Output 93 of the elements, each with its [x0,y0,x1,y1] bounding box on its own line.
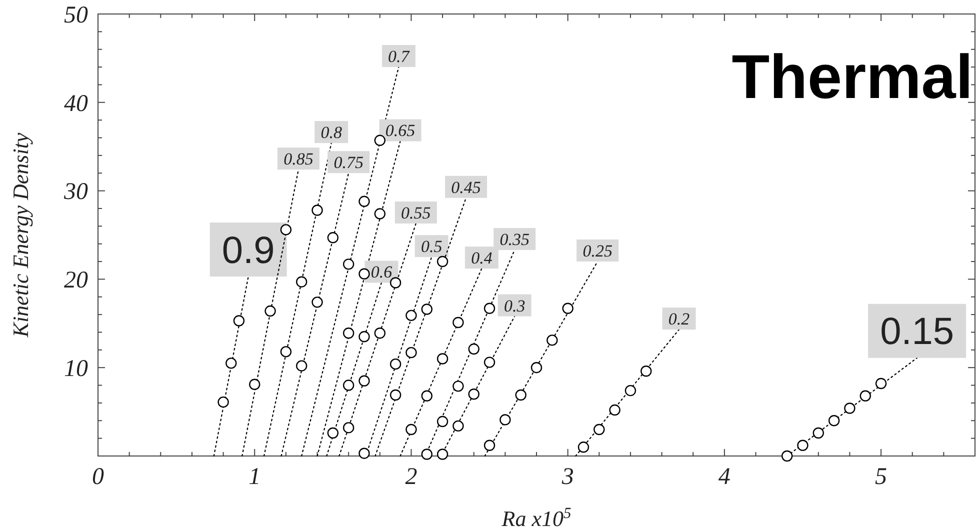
point [406,346,417,358]
x-axis-title: Ra x10$^{5}$ [500,504,572,530]
point [358,375,370,386]
point [875,378,887,390]
point [484,440,496,451]
point [530,362,542,374]
point [280,224,292,236]
point [844,402,856,414]
series-label: 0.35 [500,230,530,249]
point [436,416,448,428]
y-axis-title: Kinetic Energy Density [8,132,33,338]
point [390,389,402,401]
point [327,232,339,244]
series-label: 0.25 [582,241,612,260]
series-label: 0.3 [504,296,526,316]
y-tick-label: 10 [64,356,88,382]
series-label: 0.7 [388,46,411,66]
point [233,315,245,326]
point [546,334,558,346]
point [421,390,432,402]
point [342,380,354,391]
point [828,415,840,426]
x-tick-label: 5 [875,464,888,490]
point [624,384,636,396]
series-label: 0.9 [222,230,275,272]
point [452,380,464,392]
point [296,360,308,372]
point [406,310,417,322]
series-label: 0.15 [880,311,954,354]
point [374,134,386,146]
point [406,424,417,436]
point [390,358,402,370]
x-tick-label: 1 [248,464,261,490]
point [358,196,370,208]
point [812,427,824,439]
x-tick-label: 4 [718,464,730,490]
series-label: 0.85 [284,150,314,169]
series-label: 0.75 [334,153,364,172]
point [781,450,793,462]
point [218,396,229,408]
point [374,208,386,220]
point [421,448,432,460]
point [468,343,480,355]
point [484,356,496,368]
series-label: 0.8 [320,123,342,142]
point [342,328,354,339]
text: Thermal [732,43,973,112]
point [374,328,386,339]
point [452,316,464,328]
point [327,427,339,439]
point [390,277,402,288]
point [312,204,323,216]
point [578,442,590,453]
point [421,304,432,315]
series-label: 0.45 [451,178,481,197]
y-tick-label: 30 [63,179,88,206]
point [436,256,448,268]
y-tick-label: 50 [64,2,88,28]
point [484,302,496,314]
point [594,424,605,436]
point [452,420,464,432]
point [280,346,292,358]
point [312,296,323,308]
x-tick-label: 0 [92,464,104,490]
point [436,448,448,460]
x-tick-label: 3 [560,464,574,490]
point [342,258,354,270]
x-tick-label: 2 [405,464,418,490]
point [515,389,526,401]
point [468,388,480,400]
series-label: 0.5 [420,237,442,256]
point [342,422,354,434]
point [860,390,871,402]
point [500,414,511,426]
y-tick-label: 40 [64,90,88,117]
point [226,358,237,369]
series-label: 0.55 [401,203,431,222]
point [358,448,370,459]
series-label: 0.65 [385,121,416,140]
point [358,268,370,280]
y-tick-label: 20 [64,268,88,294]
point [358,331,370,342]
point [296,276,308,288]
series-label: 0.6 [370,262,393,282]
point [609,404,620,416]
point [640,366,652,377]
point [264,305,276,317]
series-label: 0.2 [668,310,690,329]
point [562,302,574,314]
point [797,440,808,451]
point [249,378,260,390]
series-label: 0.4 [471,248,493,268]
point [436,353,448,364]
